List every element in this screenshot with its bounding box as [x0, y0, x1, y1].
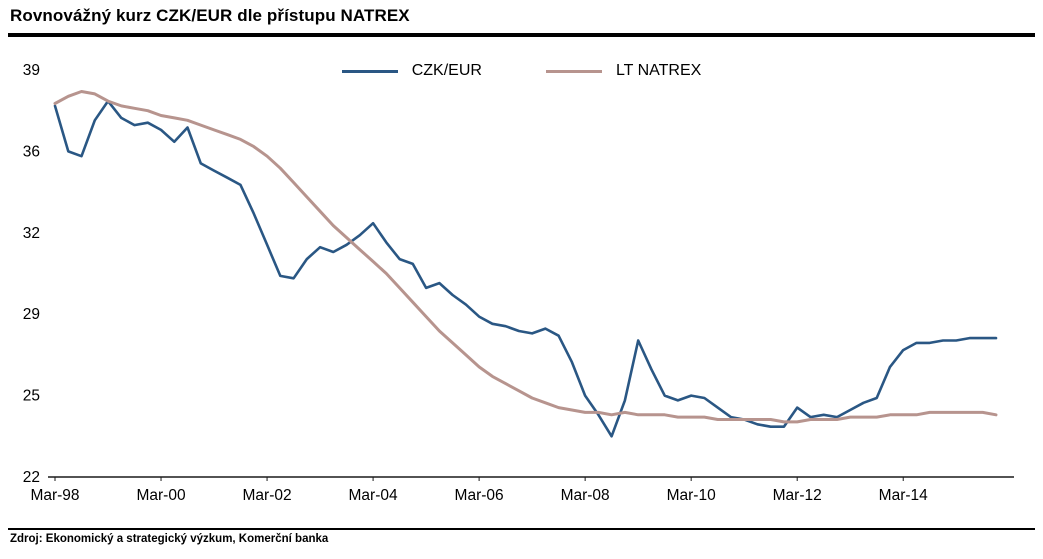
svg-text:Mar-98: Mar-98 [30, 487, 79, 504]
title-divider [8, 33, 1035, 37]
svg-text:25: 25 [23, 388, 40, 405]
svg-text:22: 22 [23, 469, 40, 486]
svg-text:Mar-12: Mar-12 [773, 487, 822, 504]
svg-text:Mar-04: Mar-04 [349, 487, 398, 504]
svg-text:Mar-02: Mar-02 [243, 487, 292, 504]
footer-divider [8, 528, 1035, 530]
source-note: Zdroj: Ekonomický a strategický výzkum, … [10, 533, 329, 545]
svg-text:Mar-00: Mar-00 [136, 487, 185, 504]
line-chart: Mar-98 Mar-00 Mar-02 Mar-04 Mar-06 Mar-08 Mar-… [23, 62, 1014, 504]
svg-text:32: 32 [23, 225, 40, 242]
chart-area: Mar-98 Mar-00 Mar-02 Mar-04 Mar-06 Mar-08 Mar-… [0, 40, 1043, 510]
svg-text:Mar-08: Mar-08 [561, 487, 610, 504]
svg-text:39: 39 [23, 62, 40, 79]
svg-text:Mar-14: Mar-14 [879, 487, 928, 504]
svg-text:Mar-10: Mar-10 [667, 487, 716, 504]
svg-text:29: 29 [23, 306, 40, 323]
chart-title: Rovnovážný kurz CZK/EUR dle přístupu NAT… [10, 6, 410, 25]
svg-text:Mar-06: Mar-06 [455, 487, 504, 504]
svg-text:36: 36 [23, 143, 40, 160]
